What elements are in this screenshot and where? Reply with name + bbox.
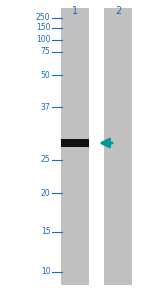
Text: 50: 50 <box>41 71 51 79</box>
Text: 25: 25 <box>41 156 51 164</box>
Text: 2: 2 <box>115 6 121 16</box>
Bar <box>104 8 132 285</box>
Text: 150: 150 <box>36 23 51 33</box>
Text: 20: 20 <box>41 188 51 197</box>
Text: 100: 100 <box>36 35 51 45</box>
Text: 10: 10 <box>41 268 51 277</box>
Text: 15: 15 <box>41 227 51 236</box>
Bar <box>61 139 89 147</box>
Text: 75: 75 <box>41 47 51 57</box>
Text: 37: 37 <box>41 103 51 112</box>
Bar <box>61 8 89 285</box>
Text: 1: 1 <box>72 6 78 16</box>
Text: 250: 250 <box>36 13 51 23</box>
